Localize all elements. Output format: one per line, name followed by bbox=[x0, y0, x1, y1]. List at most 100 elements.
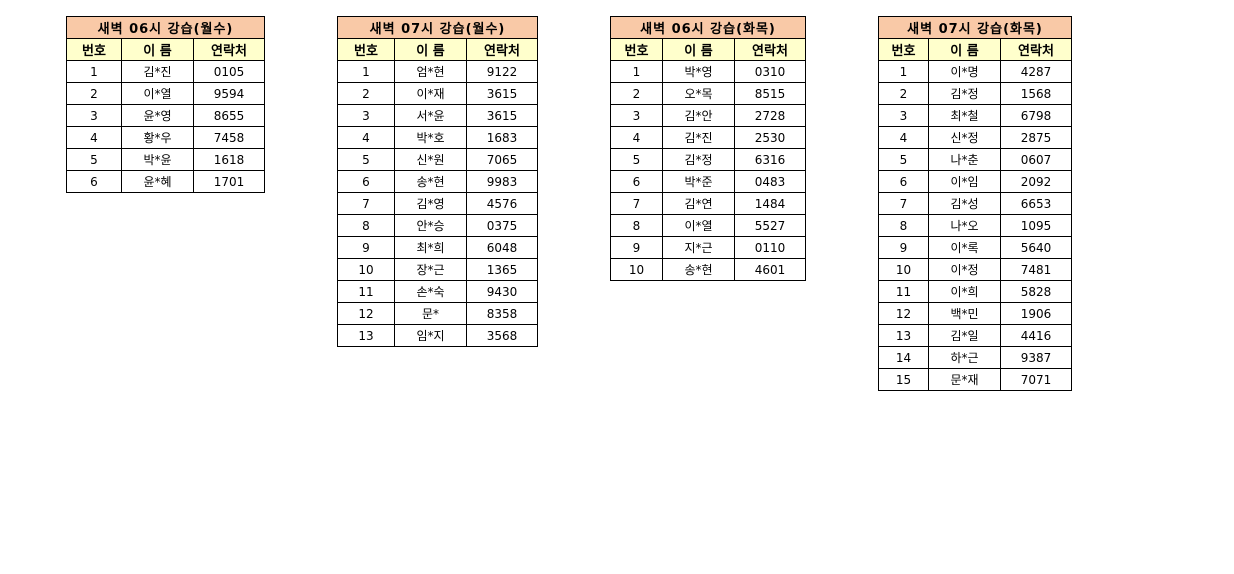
cell-contact[interactable]: 1618 bbox=[193, 148, 265, 171]
cell-number[interactable]: 5 bbox=[337, 148, 395, 171]
cell-number[interactable]: 4 bbox=[878, 126, 929, 149]
cell-contact[interactable]: 5828 bbox=[1000, 280, 1072, 303]
cell-number[interactable]: 1 bbox=[878, 60, 929, 83]
cell-contact[interactable]: 9387 bbox=[1000, 346, 1072, 369]
cell-name[interactable]: 윤*영 bbox=[121, 104, 194, 127]
cell-contact[interactable]: 1095 bbox=[1000, 214, 1072, 237]
cell-contact[interactable]: 9122 bbox=[466, 60, 538, 83]
cell-name[interactable]: 나*춘 bbox=[928, 148, 1001, 171]
cell-contact[interactable]: 8655 bbox=[193, 104, 265, 127]
cell-name[interactable]: 최*철 bbox=[928, 104, 1001, 127]
cell-number[interactable]: 6 bbox=[66, 170, 122, 193]
cell-number[interactable]: 6 bbox=[610, 170, 663, 193]
cell-name[interactable]: 김*일 bbox=[928, 324, 1001, 347]
header-number[interactable]: 번호 bbox=[66, 38, 122, 61]
cell-contact[interactable]: 5527 bbox=[734, 214, 806, 237]
header-name[interactable]: 이 름 bbox=[121, 38, 194, 61]
cell-contact[interactable]: 5640 bbox=[1000, 236, 1072, 259]
cell-name[interactable]: 김*정 bbox=[662, 148, 735, 171]
cell-number[interactable]: 4 bbox=[610, 126, 663, 149]
cell-name[interactable]: 문*재 bbox=[928, 368, 1001, 391]
cell-name[interactable]: 이*록 bbox=[928, 236, 1001, 259]
cell-contact[interactable]: 9983 bbox=[466, 170, 538, 193]
cell-contact[interactable]: 0607 bbox=[1000, 148, 1072, 171]
cell-number[interactable]: 4 bbox=[337, 126, 395, 149]
table-title[interactable]: 새벽 06시 강습(월수) bbox=[66, 16, 265, 39]
cell-name[interactable]: 황*우 bbox=[121, 126, 194, 149]
cell-name[interactable]: 박*준 bbox=[662, 170, 735, 193]
cell-number[interactable]: 9 bbox=[337, 236, 395, 259]
cell-name[interactable]: 송*현 bbox=[394, 170, 467, 193]
header-number[interactable]: 번호 bbox=[610, 38, 663, 61]
header-contact[interactable]: 연락처 bbox=[734, 38, 806, 61]
cell-contact[interactable]: 3615 bbox=[466, 104, 538, 127]
header-number[interactable]: 번호 bbox=[878, 38, 929, 61]
cell-name[interactable]: 김*정 bbox=[928, 82, 1001, 105]
cell-number[interactable]: 15 bbox=[878, 368, 929, 391]
cell-contact[interactable]: 7481 bbox=[1000, 258, 1072, 281]
cell-name[interactable]: 서*윤 bbox=[394, 104, 467, 127]
cell-number[interactable]: 2 bbox=[610, 82, 663, 105]
cell-number[interactable]: 12 bbox=[878, 302, 929, 325]
cell-contact[interactable]: 3615 bbox=[466, 82, 538, 105]
cell-name[interactable]: 김*영 bbox=[394, 192, 467, 215]
cell-name[interactable]: 이*열 bbox=[662, 214, 735, 237]
cell-number[interactable]: 11 bbox=[337, 280, 395, 303]
cell-contact[interactable]: 4601 bbox=[734, 258, 806, 281]
header-name[interactable]: 이 름 bbox=[928, 38, 1001, 61]
cell-number[interactable]: 1 bbox=[66, 60, 122, 83]
cell-contact[interactable]: 1906 bbox=[1000, 302, 1072, 325]
cell-contact[interactable]: 2092 bbox=[1000, 170, 1072, 193]
cell-name[interactable]: 이*정 bbox=[928, 258, 1001, 281]
table-title[interactable]: 새벽 07시 강습(월수) bbox=[337, 16, 538, 39]
cell-number[interactable]: 3 bbox=[66, 104, 122, 127]
cell-name[interactable]: 송*현 bbox=[662, 258, 735, 281]
cell-contact[interactable]: 7065 bbox=[466, 148, 538, 171]
cell-number[interactable]: 10 bbox=[337, 258, 395, 281]
cell-name[interactable]: 안*승 bbox=[394, 214, 467, 237]
cell-name[interactable]: 이*열 bbox=[121, 82, 194, 105]
cell-contact[interactable]: 7458 bbox=[193, 126, 265, 149]
cell-name[interactable]: 문* bbox=[394, 302, 467, 325]
cell-name[interactable]: 김*연 bbox=[662, 192, 735, 215]
cell-number[interactable]: 6 bbox=[878, 170, 929, 193]
cell-number[interactable]: 7 bbox=[610, 192, 663, 215]
cell-contact[interactable]: 6316 bbox=[734, 148, 806, 171]
cell-contact[interactable]: 3568 bbox=[466, 324, 538, 347]
cell-contact[interactable]: 4416 bbox=[1000, 324, 1072, 347]
cell-name[interactable]: 오*목 bbox=[662, 82, 735, 105]
header-contact[interactable]: 연락처 bbox=[1000, 38, 1072, 61]
cell-number[interactable]: 9 bbox=[878, 236, 929, 259]
cell-contact[interactable]: 9594 bbox=[193, 82, 265, 105]
cell-number[interactable]: 10 bbox=[878, 258, 929, 281]
cell-contact[interactable]: 8515 bbox=[734, 82, 806, 105]
cell-name[interactable]: 이*명 bbox=[928, 60, 1001, 83]
cell-number[interactable]: 14 bbox=[878, 346, 929, 369]
cell-number[interactable]: 6 bbox=[337, 170, 395, 193]
cell-number[interactable]: 3 bbox=[337, 104, 395, 127]
cell-name[interactable]: 최*희 bbox=[394, 236, 467, 259]
cell-number[interactable]: 8 bbox=[878, 214, 929, 237]
cell-name[interactable]: 이*희 bbox=[928, 280, 1001, 303]
cell-contact[interactable]: 2728 bbox=[734, 104, 806, 127]
header-number[interactable]: 번호 bbox=[337, 38, 395, 61]
cell-number[interactable]: 2 bbox=[337, 82, 395, 105]
cell-contact[interactable]: 1365 bbox=[466, 258, 538, 281]
cell-number[interactable]: 1 bbox=[610, 60, 663, 83]
cell-name[interactable]: 김*진 bbox=[121, 60, 194, 83]
cell-number[interactable]: 2 bbox=[66, 82, 122, 105]
cell-number[interactable]: 7 bbox=[878, 192, 929, 215]
cell-number[interactable]: 8 bbox=[337, 214, 395, 237]
cell-name[interactable]: 하*근 bbox=[928, 346, 1001, 369]
cell-number[interactable]: 13 bbox=[337, 324, 395, 347]
cell-contact[interactable]: 4287 bbox=[1000, 60, 1072, 83]
cell-number[interactable]: 11 bbox=[878, 280, 929, 303]
cell-name[interactable]: 신*정 bbox=[928, 126, 1001, 149]
cell-name[interactable]: 박*윤 bbox=[121, 148, 194, 171]
cell-name[interactable]: 백*민 bbox=[928, 302, 1001, 325]
cell-number[interactable]: 8 bbox=[610, 214, 663, 237]
cell-name[interactable]: 윤*혜 bbox=[121, 170, 194, 193]
header-contact[interactable]: 연락처 bbox=[466, 38, 538, 61]
cell-number[interactable]: 9 bbox=[610, 236, 663, 259]
cell-contact[interactable]: 6048 bbox=[466, 236, 538, 259]
